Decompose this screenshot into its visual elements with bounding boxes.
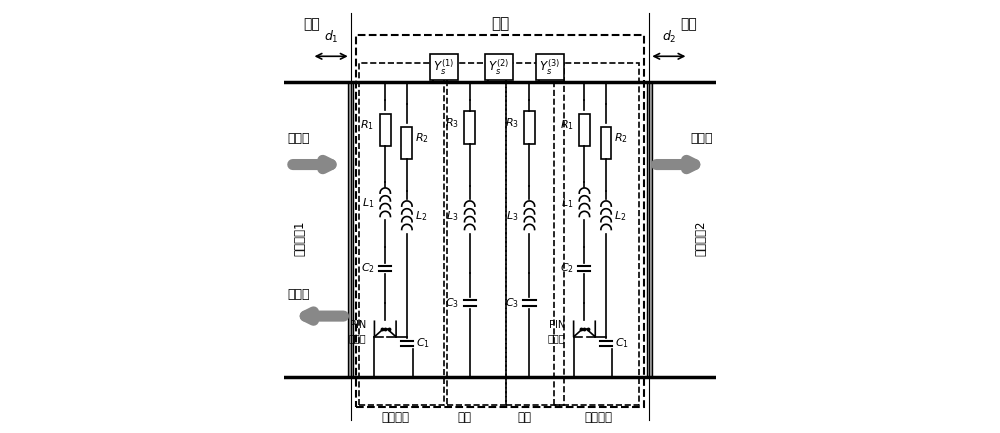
Text: 真空: 真空 <box>680 17 697 31</box>
Text: $R_3$: $R_3$ <box>445 116 459 130</box>
Bar <box>601 127 611 159</box>
Bar <box>401 127 412 159</box>
Bar <box>380 114 391 146</box>
Text: 折射波: 折射波 <box>690 132 713 145</box>
Text: PIN: PIN <box>549 320 565 330</box>
Text: $Y_s^{(3)}$: $Y_s^{(3)}$ <box>539 58 560 77</box>
Text: 参考平面1: 参考平面1 <box>293 220 306 256</box>
Text: 金属图案: 金属图案 <box>584 411 612 424</box>
Text: $L_3$: $L_3$ <box>506 210 519 223</box>
Text: 二极管: 二极管 <box>348 333 366 343</box>
Text: 馈线: 馈线 <box>518 411 532 424</box>
Text: $C_3$: $C_3$ <box>445 296 459 310</box>
Text: $d_2$: $d_2$ <box>662 29 676 45</box>
Text: $R_3$: $R_3$ <box>505 116 519 130</box>
Text: $d_1$: $d_1$ <box>324 29 338 45</box>
Bar <box>348 82 353 377</box>
Text: $Y_s^{(1)}$: $Y_s^{(1)}$ <box>433 58 454 77</box>
Text: 馈线: 馈线 <box>457 411 471 424</box>
Bar <box>464 112 475 144</box>
Text: $R_1$: $R_1$ <box>560 119 574 132</box>
Text: $L_2$: $L_2$ <box>415 210 427 223</box>
Bar <box>524 112 535 144</box>
Text: 参考平面2: 参考平面2 <box>694 220 707 256</box>
Text: 真空: 真空 <box>303 17 320 31</box>
Bar <box>647 82 652 377</box>
Text: $L_1$: $L_1$ <box>362 197 374 210</box>
Text: 二极管: 二极管 <box>547 333 565 343</box>
Text: $L_2$: $L_2$ <box>614 210 626 223</box>
Text: $C_3$: $C_3$ <box>505 296 519 310</box>
Text: $L_1$: $L_1$ <box>561 197 574 210</box>
Text: 金属图案: 金属图案 <box>381 411 409 424</box>
Text: 单元: 单元 <box>491 16 509 31</box>
Text: $R_1$: $R_1$ <box>360 119 374 132</box>
Text: $C_1$: $C_1$ <box>615 336 629 350</box>
Text: $C_2$: $C_2$ <box>560 262 574 275</box>
Text: $C_2$: $C_2$ <box>361 262 374 275</box>
Text: PIN: PIN <box>350 320 366 330</box>
Text: 入射波: 入射波 <box>287 132 310 145</box>
Text: $C_1$: $C_1$ <box>416 336 430 350</box>
Text: $L_3$: $L_3$ <box>446 210 459 223</box>
Text: $Y_s^{(2)}$: $Y_s^{(2)}$ <box>488 58 509 77</box>
Text: $R_2$: $R_2$ <box>614 132 628 145</box>
Bar <box>579 114 590 146</box>
Text: $R_2$: $R_2$ <box>415 132 429 145</box>
Text: 反射波: 反射波 <box>287 288 310 301</box>
